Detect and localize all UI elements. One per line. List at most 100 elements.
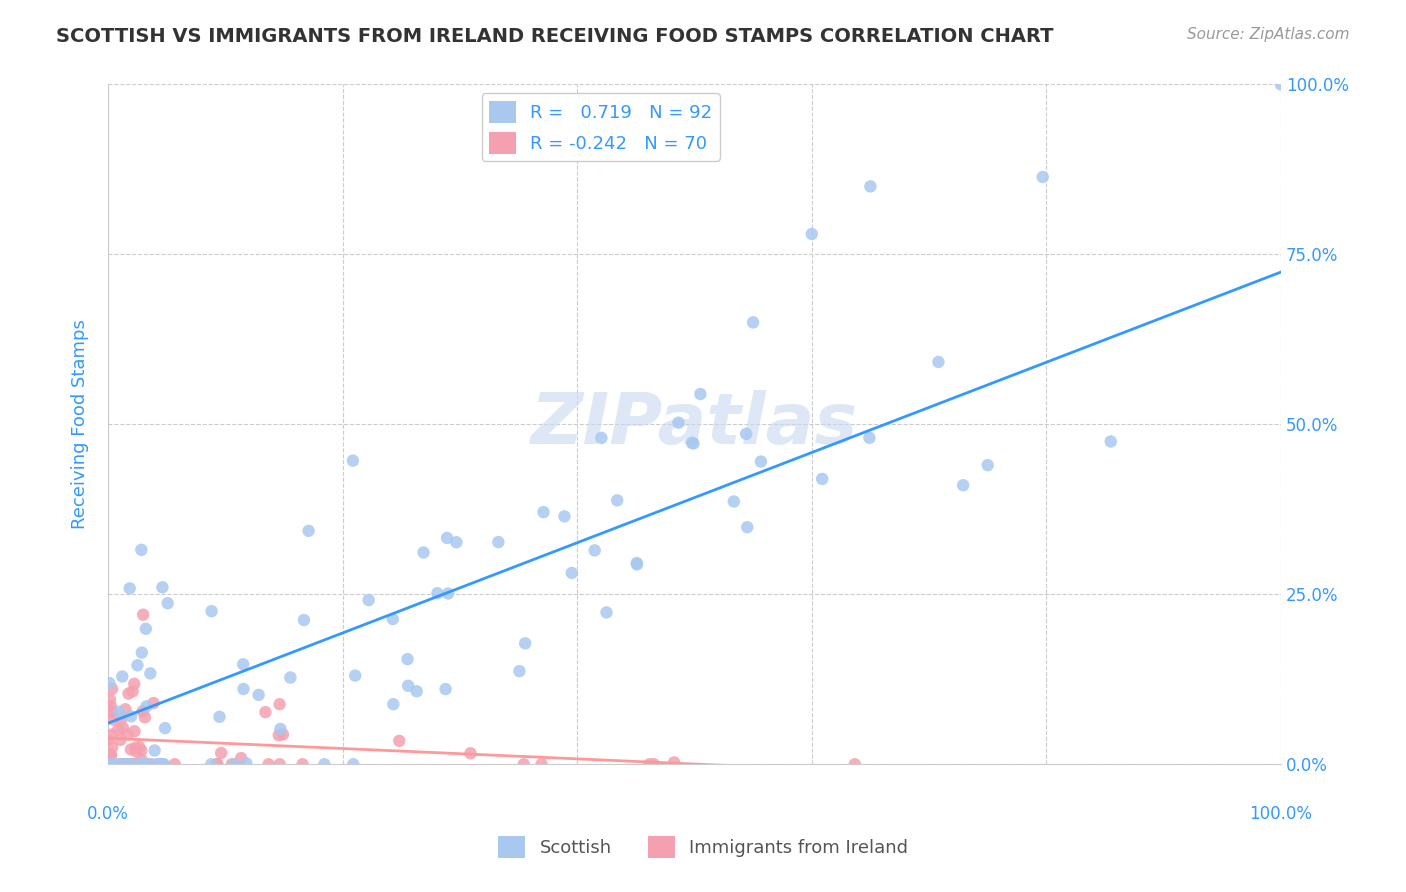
Point [143,743,166,757]
Point [117,757,139,772]
Point [135,622,157,636]
Legend: Scottish, Immigrants from Ireland: Scottish, Immigrants from Ireland [491,829,915,865]
Point [515,636,537,650]
Y-axis label: Receiving Food Stamps: Receiving Food Stamps [72,319,89,529]
Point [112,757,135,772]
Point [101,757,124,772]
Point [626,558,648,572]
Point [200,757,222,772]
Point [107,723,129,737]
Point [128,757,150,772]
Point [388,734,411,748]
Text: SCOTTISH VS IMMIGRANTS FROM IRELAND RECEIVING FOOD STAMPS CORRELATION CHART: SCOTTISH VS IMMIGRANTS FROM IRELAND RECE… [56,27,1053,45]
Point [811,472,834,486]
Point [128,739,150,754]
Point [742,315,765,329]
Point [800,227,823,241]
Point [134,710,156,724]
Point [342,757,364,772]
Point [342,453,364,467]
Point [606,493,628,508]
Point [146,757,169,772]
Point [100,747,122,762]
Point [530,757,553,772]
Point [127,658,149,673]
Point [101,681,124,696]
Point [1032,169,1054,184]
Point [153,721,176,735]
Point [121,757,143,772]
Point [396,679,419,693]
Point [132,607,155,622]
Point [118,757,141,772]
Point [271,727,294,741]
Point [682,436,704,450]
Point [107,757,129,772]
Point [437,586,460,600]
Legend: R =   0.719   N = 92, R = -0.242   N = 70: R = 0.719 N = 92, R = -0.242 N = 70 [482,94,720,161]
Point [205,757,228,772]
Point [117,687,139,701]
Point [859,179,882,194]
Point [221,757,243,772]
Point [662,756,685,770]
Point [120,709,142,723]
Point [163,757,186,772]
Point [201,604,224,618]
Point [149,757,172,772]
Point [100,748,122,763]
Point [114,757,136,772]
Point [131,753,153,767]
Point [110,757,132,772]
Point [513,757,536,772]
Point [844,757,866,772]
Point [110,757,132,772]
Point [269,757,291,772]
Point [626,556,648,570]
Point [118,582,141,596]
Point [1099,434,1122,449]
Point [138,757,160,772]
Point [101,705,124,719]
Point [735,520,758,534]
Point [723,494,745,508]
Point [553,509,575,524]
Point [254,705,277,719]
Point [269,697,291,711]
Point [405,684,427,698]
Point [100,699,122,714]
Point [131,757,153,772]
Point [152,757,174,772]
Point [111,721,134,735]
Text: ZIPatlas: ZIPatlas [531,390,858,458]
Point [134,757,156,772]
Point [267,728,290,742]
Point [124,724,146,739]
Point [426,586,449,600]
Point [125,757,148,772]
Point [153,757,176,772]
Point [111,669,134,683]
Point [224,757,246,772]
Point [110,733,132,747]
Point [412,545,434,559]
Point [396,652,419,666]
Point [121,684,143,698]
Point [508,664,530,678]
Point [97,732,120,747]
Text: Source: ZipAtlas.com: Source: ZipAtlas.com [1187,27,1350,42]
Point [125,757,148,772]
Point [135,757,157,772]
Point [257,757,280,772]
Point [208,710,231,724]
Point [583,543,606,558]
Point [927,355,949,369]
Point [117,727,139,741]
Point [125,745,148,759]
Point [595,606,617,620]
Point [280,671,302,685]
Point [533,505,555,519]
Point [269,722,291,736]
Point [735,426,758,441]
Point [232,657,254,672]
